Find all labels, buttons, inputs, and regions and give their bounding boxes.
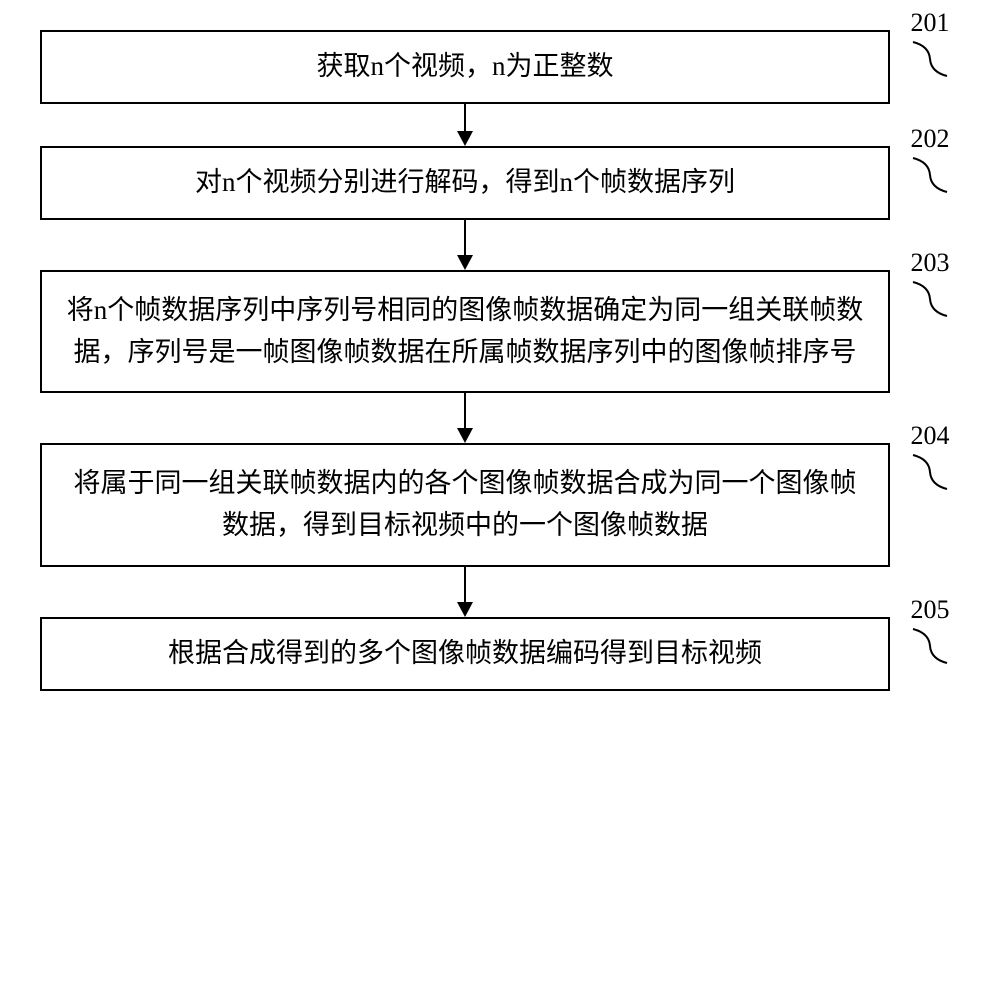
step-label-201: 201 (911, 8, 950, 38)
step-text-204: 将属于同一组关联帧数据内的各个图像帧数据合成为同一个图像帧数据，得到目标视频中的… (74, 468, 857, 540)
step-text-202: 对n个视频分别进行解码，得到n个帧数据序列 (195, 167, 735, 197)
arrow-down-icon (450, 104, 480, 146)
step-text-205: 根据合成得到的多个图像帧数据编码得到目标视频 (168, 638, 762, 668)
step-text-203: 将n个帧数据序列中序列号相同的图像帧数据确定为同一组关联帧数据，序列号是一帧图像… (67, 295, 864, 367)
step-wrapper-205: 根据合成得到的多个图像帧数据编码得到目标视频 205 (40, 617, 960, 691)
flowchart-container: 获取n个视频，n为正整数 201 对n个视频分别进行解码，得到n个帧数据序列 2… (40, 30, 960, 691)
step-label-203: 203 (911, 248, 950, 278)
step-label-205: 205 (911, 595, 950, 625)
step-box-204: 将属于同一组关联帧数据内的各个图像帧数据合成为同一个图像帧数据，得到目标视频中的… (40, 443, 890, 567)
step-label-204: 204 (911, 421, 950, 451)
arrow-container (40, 567, 960, 617)
label-group-202: 202 (900, 124, 960, 194)
label-group-204: 204 (900, 421, 960, 491)
step-wrapper-204: 将属于同一组关联帧数据内的各个图像帧数据合成为同一个图像帧数据，得到目标视频中的… (40, 443, 960, 567)
label-curve-icon (911, 280, 949, 318)
step-text-201: 获取n个视频，n为正整数 (317, 51, 614, 81)
step-box-205: 根据合成得到的多个图像帧数据编码得到目标视频 (40, 617, 890, 691)
label-curve-icon (911, 156, 949, 194)
arrow-container (40, 220, 960, 270)
arrow-down-icon (450, 393, 480, 443)
arrow-down-icon (450, 220, 480, 270)
arrow-container (40, 104, 960, 146)
step-label-202: 202 (911, 124, 950, 154)
label-curve-icon (911, 453, 949, 491)
step-wrapper-203: 将n个帧数据序列中序列号相同的图像帧数据确定为同一组关联帧数据，序列号是一帧图像… (40, 270, 960, 394)
label-curve-icon (911, 40, 949, 78)
label-group-201: 201 (900, 8, 960, 78)
label-group-205: 205 (900, 595, 960, 665)
step-wrapper-202: 对n个视频分别进行解码，得到n个帧数据序列 202 (40, 146, 960, 220)
step-box-201: 获取n个视频，n为正整数 (40, 30, 890, 104)
arrow-container (40, 393, 960, 443)
arrow-down-icon (450, 567, 480, 617)
label-group-203: 203 (900, 248, 960, 318)
step-box-203: 将n个帧数据序列中序列号相同的图像帧数据确定为同一组关联帧数据，序列号是一帧图像… (40, 270, 890, 394)
step-box-202: 对n个视频分别进行解码，得到n个帧数据序列 (40, 146, 890, 220)
step-wrapper-201: 获取n个视频，n为正整数 201 (40, 30, 960, 104)
label-curve-icon (911, 627, 949, 665)
